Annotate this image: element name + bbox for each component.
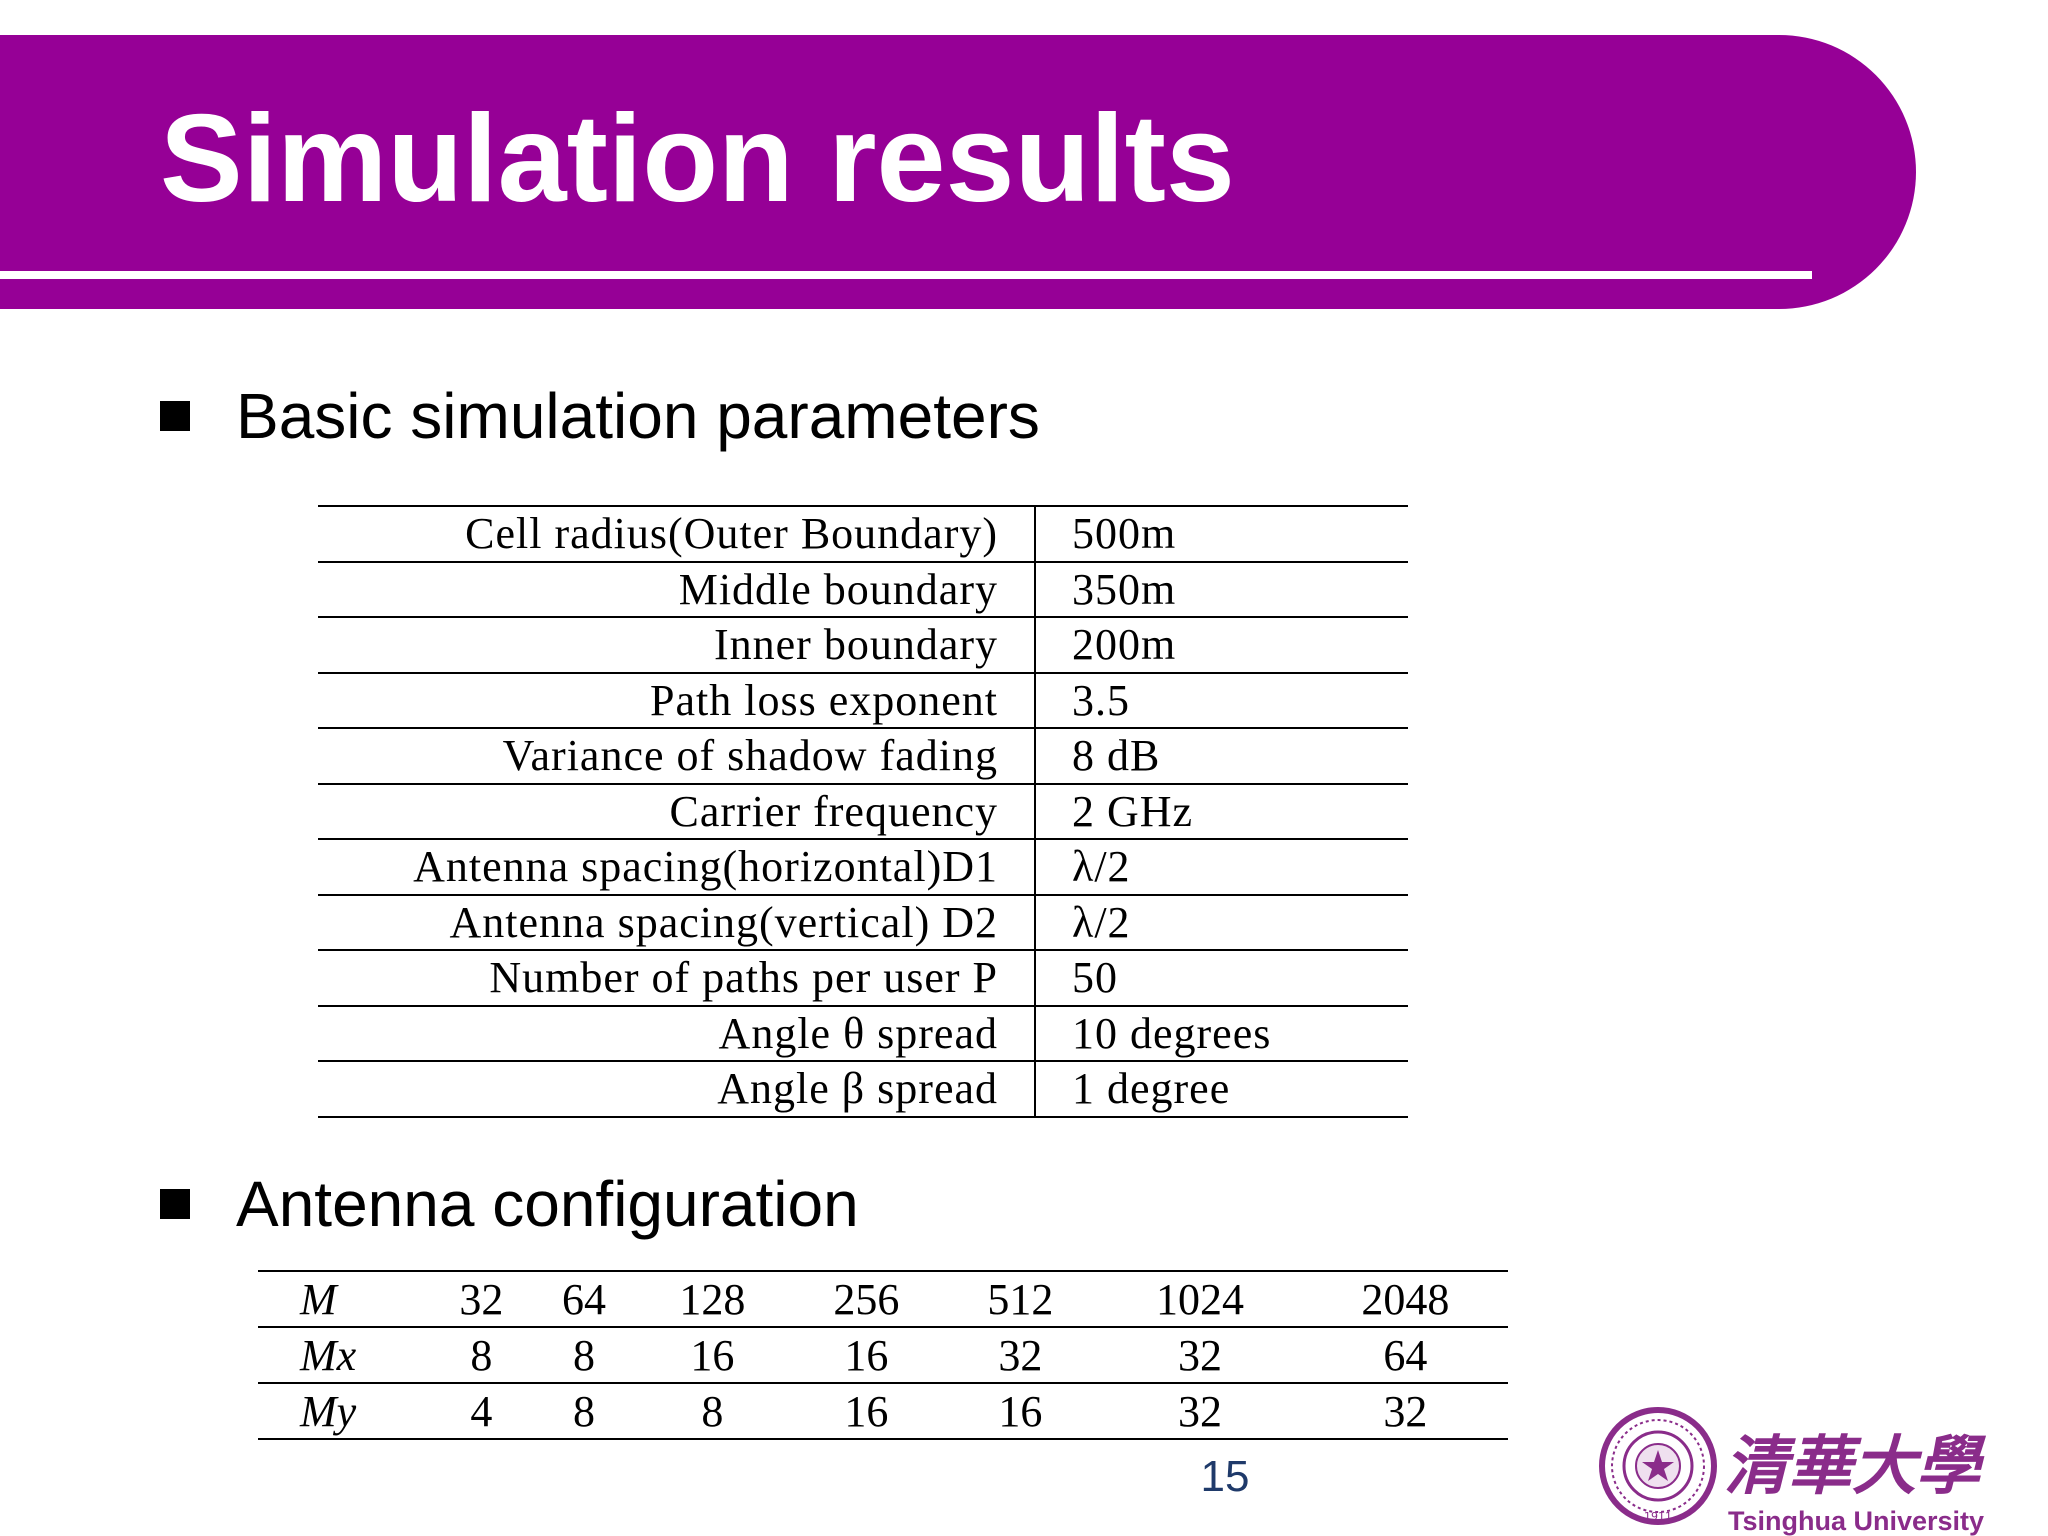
bullet-basic-parameters: Basic simulation parameters — [160, 376, 1040, 456]
seal-year: 1911 — [1644, 1510, 1672, 1523]
table-cell: 4 — [470, 1386, 493, 1436]
parameter-value: 350m — [1035, 561, 1408, 618]
tsinghua-logo: 1911 清華大學 Tsinghua University — [1599, 1407, 1987, 1536]
table-cell: 32 — [1097, 1327, 1303, 1384]
table-cell: 16 — [635, 1327, 790, 1384]
page-number: 15 — [1200, 1452, 1250, 1501]
table-cell: 2048 — [1302, 1271, 1508, 1328]
parameter-value: 2 GHz — [1035, 783, 1408, 840]
logo-english-text: Tsinghua University — [1728, 1506, 1984, 1536]
table-cell: 16 — [789, 1327, 944, 1384]
parameter-name: Angle β spread — [318, 1061, 1036, 1117]
table-cell: 64 — [1302, 1327, 1508, 1384]
logo-chinese-text: 清華大學 — [1724, 1429, 1987, 1504]
table-cell: 128 — [635, 1271, 790, 1328]
table-cell: 16 — [998, 1386, 1043, 1436]
table-row: Carrier frequency 2 GHz — [318, 783, 1408, 840]
row-label: Mx — [258, 1327, 430, 1384]
title-underline — [0, 271, 1812, 279]
table-row: M 32 64 128 256 512 1024 2048 — [258, 1271, 1508, 1328]
bullet-antenna-configuration: Antenna configuration — [160, 1164, 859, 1244]
table-row: Variance of shadow fading 8 dB — [318, 728, 1408, 785]
table-row: My 4 8 8 16 16 32 32 — [258, 1383, 1508, 1439]
parameter-name: Middle boundary — [318, 561, 1036, 618]
parameter-name: Path loss exponent — [318, 672, 1036, 729]
parameter-value: 50 — [1035, 950, 1408, 1007]
table-cell: 32 — [430, 1271, 533, 1328]
basic-parameters-table: Cell radius(Outer Boundary) 500m Middle … — [318, 505, 1408, 1118]
row-label: My — [300, 1386, 357, 1436]
parameter-value: 10 degrees — [1035, 1005, 1408, 1062]
table-cell: 8 — [572, 1386, 595, 1436]
row-label: M — [258, 1271, 430, 1328]
university-seal-icon: 1911 — [1599, 1407, 1717, 1525]
title-band — [0, 35, 1916, 309]
table-cell: 32 — [943, 1327, 1098, 1384]
antenna-configuration-table: M 32 64 128 256 512 1024 2048 Mx 8 8 16 … — [258, 1270, 1508, 1440]
parameter-value: 3.5 — [1035, 672, 1408, 729]
parameter-value: λ/2 — [1035, 894, 1408, 951]
table-cell: 1024 — [1097, 1271, 1303, 1328]
table-cell: 8 — [430, 1327, 533, 1384]
bullet-square-icon — [160, 1189, 190, 1219]
table-row: Antenna spacing(vertical) D2 λ/2 — [318, 894, 1408, 951]
table-row: Inner boundary 200m — [318, 617, 1408, 674]
parameter-name: Angle θ spread — [318, 1005, 1036, 1062]
parameter-value: λ/2 — [1035, 839, 1408, 896]
section-heading-antenna-configuration: Antenna configuration — [236, 1168, 859, 1240]
table-cell: 8 — [701, 1386, 724, 1436]
table-row: Antenna spacing(horizontal)D1 λ/2 — [318, 839, 1408, 896]
table-cell: 256 — [789, 1271, 944, 1328]
table-row: Mx 8 8 16 16 32 32 64 — [258, 1327, 1508, 1384]
parameter-name: Number of paths per user P — [318, 950, 1036, 1007]
parameter-name: Carrier frequency — [318, 783, 1036, 840]
parameter-value: 200m — [1035, 617, 1408, 674]
table-cell: 512 — [943, 1271, 1098, 1328]
bullet-square-icon — [160, 401, 190, 431]
table-row: Cell radius(Outer Boundary) 500m — [318, 506, 1408, 563]
parameter-name: Antenna spacing(horizontal)D1 — [318, 839, 1036, 896]
section-heading-basic-parameters: Basic simulation parameters — [236, 380, 1040, 452]
table-row: Number of paths per user P 50 — [318, 950, 1408, 1007]
table-cell: 16 — [844, 1386, 889, 1436]
parameter-value: 500m — [1035, 506, 1408, 563]
parameter-name: Inner boundary — [318, 617, 1036, 674]
table-row: Angle θ spread 10 degrees — [318, 1005, 1408, 1062]
parameter-value: 8 dB — [1035, 728, 1408, 785]
parameter-name: Cell radius(Outer Boundary) — [318, 506, 1036, 563]
parameter-name: Antenna spacing(vertical) D2 — [318, 894, 1036, 951]
table-cell: 8 — [532, 1327, 636, 1384]
table-cell: 64 — [532, 1271, 636, 1328]
table-cell: 32 — [1383, 1386, 1428, 1436]
table-row: Middle boundary 350m — [318, 561, 1408, 618]
slide-title: Simulation results — [160, 90, 1235, 228]
table-row: Path loss exponent 3.5 — [318, 672, 1408, 729]
parameter-value: 1 degree — [1072, 1064, 1231, 1114]
table-cell: 32 — [1177, 1386, 1222, 1436]
parameter-name: Variance of shadow fading — [318, 728, 1036, 785]
table-row: Angle β spread 1 degree — [318, 1061, 1408, 1117]
